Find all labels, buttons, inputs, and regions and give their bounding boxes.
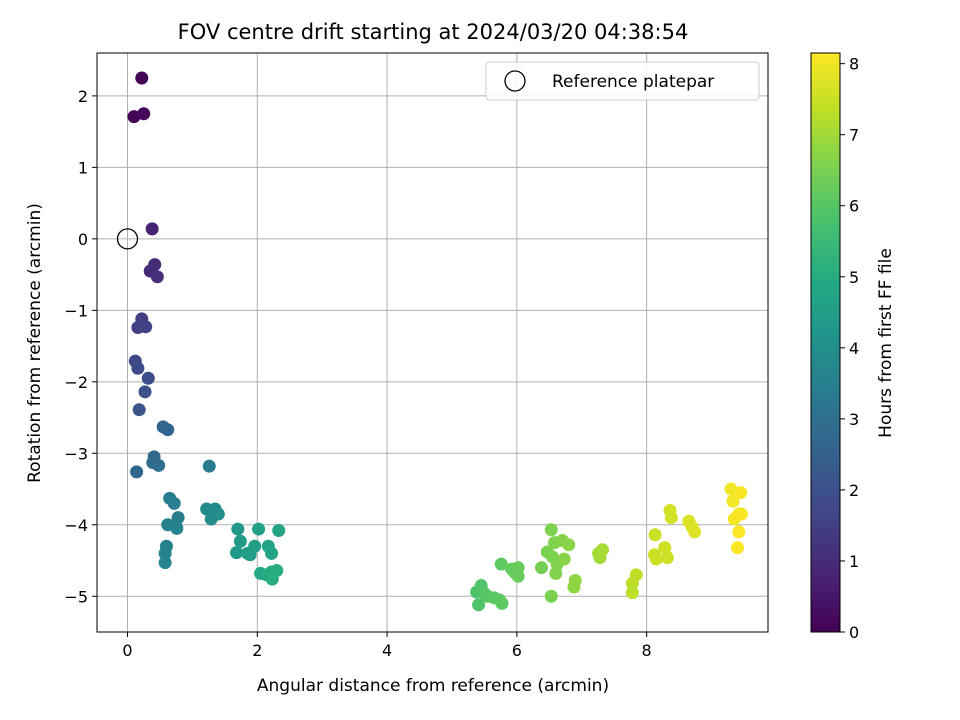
data-point — [202, 459, 216, 473]
y-tick-label: −2 — [64, 373, 88, 392]
data-point — [732, 525, 746, 539]
y-tick-label: −4 — [64, 516, 88, 535]
data-point — [272, 523, 286, 537]
data-point — [734, 486, 748, 500]
colorbar-gradient — [810, 52, 841, 633]
data-point — [658, 541, 672, 555]
data-point — [148, 258, 162, 272]
data-point — [170, 521, 184, 535]
data-point — [562, 538, 576, 552]
data-points — [116, 71, 748, 612]
data-point — [535, 561, 549, 575]
y-tick-label: 2 — [78, 87, 88, 106]
y-axis-ticks: 2 1 0 −1 −2 −3 −4 −5 — [64, 87, 97, 606]
data-point — [130, 465, 144, 479]
data-point — [158, 556, 172, 570]
y-tick-label: −3 — [64, 444, 88, 463]
legend: Reference platepar — [485, 61, 760, 101]
data-point — [204, 512, 218, 526]
colorbar-tick-label: 8 — [849, 55, 859, 74]
data-point — [734, 507, 748, 521]
data-point — [664, 511, 678, 525]
plot-frame — [96, 52, 769, 633]
x-tick-label: 4 — [382, 641, 392, 660]
data-point — [567, 580, 581, 594]
data-point — [150, 270, 164, 284]
colorbar-tick-label: 2 — [849, 481, 859, 500]
data-point — [688, 525, 702, 539]
colorbar-tick-label: 5 — [849, 268, 859, 287]
x-tick-label: 6 — [512, 641, 522, 660]
data-point — [131, 361, 145, 375]
data-point — [648, 528, 662, 542]
x-axis-label: Angular distance from reference (arcmin) — [257, 676, 609, 696]
data-point — [132, 403, 146, 417]
colorbar-ticks: 0 1 2 3 4 5 6 7 8 — [840, 55, 859, 642]
data-point — [230, 546, 244, 560]
data-point — [596, 543, 610, 557]
data-point — [152, 458, 166, 472]
data-point — [141, 371, 155, 385]
y-tick-label: −5 — [64, 587, 88, 606]
x-axis-ticks: 0 2 4 6 8 — [122, 632, 652, 660]
x-tick-label: 2 — [252, 641, 262, 660]
data-point — [138, 385, 152, 399]
colorbar-tick-label: 1 — [849, 552, 859, 571]
legend-label-reference: Reference platepar — [552, 72, 714, 92]
data-point — [233, 534, 247, 548]
y-tick-label: 1 — [78, 158, 88, 177]
y-tick-label: −1 — [64, 301, 88, 320]
colorbar: 0 1 2 3 4 5 6 7 8 Hours from first FF file — [810, 52, 896, 642]
data-point — [557, 552, 571, 566]
colorbar-tick-label: 3 — [849, 410, 859, 429]
data-point — [137, 107, 151, 121]
data-point — [544, 589, 558, 603]
y-tick-label: 0 — [78, 230, 88, 249]
data-point — [135, 71, 149, 85]
x-tick-label: 8 — [642, 641, 652, 660]
data-point — [629, 568, 643, 582]
data-point — [731, 541, 744, 555]
data-point — [252, 522, 266, 536]
data-point — [544, 523, 558, 537]
data-point — [660, 551, 674, 565]
colorbar-tick-label: 4 — [849, 339, 859, 358]
data-point — [248, 539, 262, 553]
y-axis-label: Rotation from reference (arcmin) — [25, 203, 45, 483]
reference-point-marker — [116, 228, 139, 250]
data-point — [549, 566, 563, 580]
data-point — [231, 522, 245, 536]
legend-marker-reference — [504, 70, 526, 92]
data-point — [726, 494, 740, 508]
data-point — [494, 557, 508, 571]
data-point — [139, 320, 153, 334]
data-point — [649, 552, 663, 566]
colorbar-label: Hours from first FF file — [876, 248, 896, 438]
chart-title: FOV centre drift starting at 2024/03/20 … — [178, 20, 689, 44]
data-point — [625, 586, 639, 600]
data-point — [167, 496, 181, 510]
x-tick-label: 0 — [122, 641, 132, 660]
data-point — [495, 596, 509, 610]
data-point — [511, 569, 525, 583]
data-point — [265, 572, 279, 586]
colorbar-tick-label: 6 — [849, 197, 859, 216]
legend-box — [485, 61, 760, 101]
data-point — [161, 423, 175, 437]
data-point — [158, 546, 172, 560]
data-point — [265, 546, 279, 560]
data-point — [145, 222, 159, 236]
colorbar-tick-label: 0 — [849, 623, 859, 642]
colorbar-tick-label: 7 — [849, 126, 859, 145]
data-point — [472, 598, 486, 612]
